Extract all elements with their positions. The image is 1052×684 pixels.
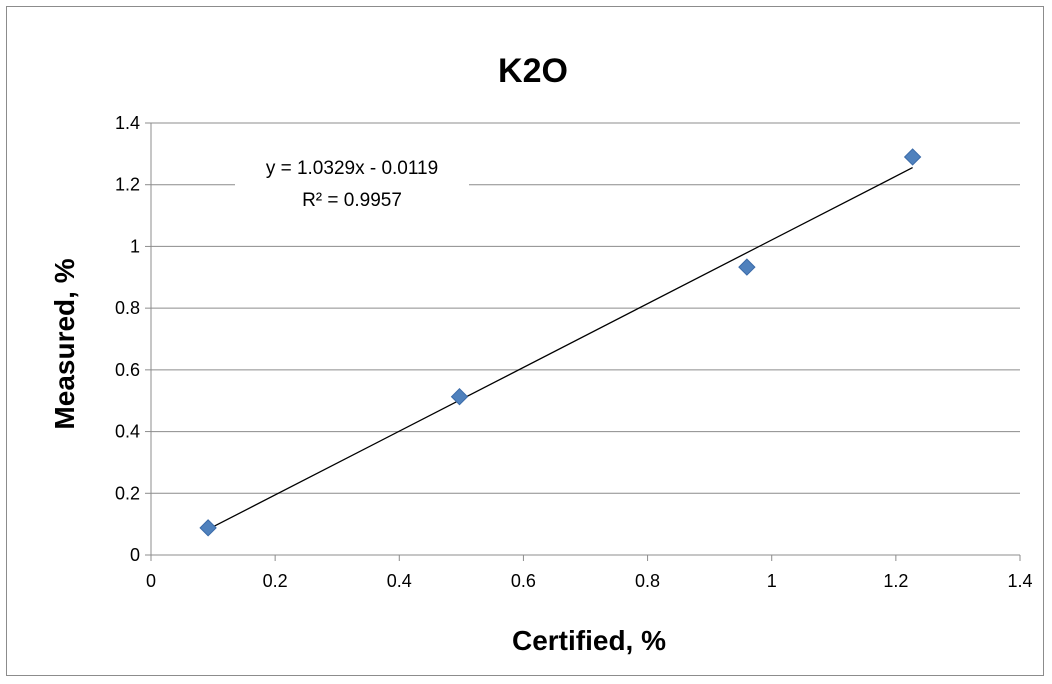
x-tick-labels: 0 0.2 0.4 0.6 0.8 1 1.2 1.4 — [146, 571, 1033, 591]
y-tick-label: 0 — [130, 545, 140, 565]
x-tick-label: 0.6 — [511, 571, 536, 591]
x-axis-title: Certified, % — [512, 625, 666, 656]
equation-label-background — [235, 149, 469, 217]
y-tick-label: 0.6 — [115, 360, 140, 380]
trendline-r-squared: R² = 0.9957 — [302, 190, 402, 211]
x-tick-label: 1.4 — [1007, 571, 1032, 591]
data-point-marker — [903, 148, 922, 166]
y-tick-label: 1 — [130, 236, 140, 256]
x-tick-label: 0.8 — [635, 571, 660, 591]
scatter-chart: K2O 0 0.2 0.4 0.6 0.8 1 1.2 1.4 0 0.2 0.4 0.6 0.8 1 1… — [49, 52, 1033, 656]
axes — [145, 122, 1021, 561]
data-point-marker — [450, 387, 469, 406]
y-tick-label: 1.2 — [115, 175, 140, 195]
y-tick-label: 0.2 — [115, 483, 140, 503]
data-point-marker — [738, 258, 756, 276]
y-axis-title: Measured, % — [49, 258, 80, 429]
x-tick-label: 1.2 — [883, 571, 908, 591]
trendline — [207, 167, 913, 530]
y-tick-labels: 0 0.2 0.4 0.6 0.8 1 1.2 1.4 — [115, 113, 140, 565]
y-tick-label: 0.8 — [115, 298, 140, 318]
x-tick-label: 0 — [146, 571, 156, 591]
y-tick-label: 1.4 — [115, 113, 140, 133]
chart-area: K2O 0 0.2 0.4 0.6 0.8 1 1.2 1.4 0 0.2 0.4 0.6 0.8 1 1… — [6, 6, 1044, 676]
x-tick-label: 0.4 — [387, 571, 412, 591]
data-points — [199, 148, 922, 537]
trendline-equation: y = 1.0329x - 0.0119 — [266, 158, 438, 179]
trendline-path — [207, 167, 913, 530]
y-tick-label: 0.4 — [115, 422, 140, 442]
data-point-marker — [199, 519, 217, 537]
chart-title: K2O — [498, 52, 568, 90]
x-tick-label: 1 — [767, 571, 777, 591]
x-tick-label: 0.2 — [263, 571, 288, 591]
